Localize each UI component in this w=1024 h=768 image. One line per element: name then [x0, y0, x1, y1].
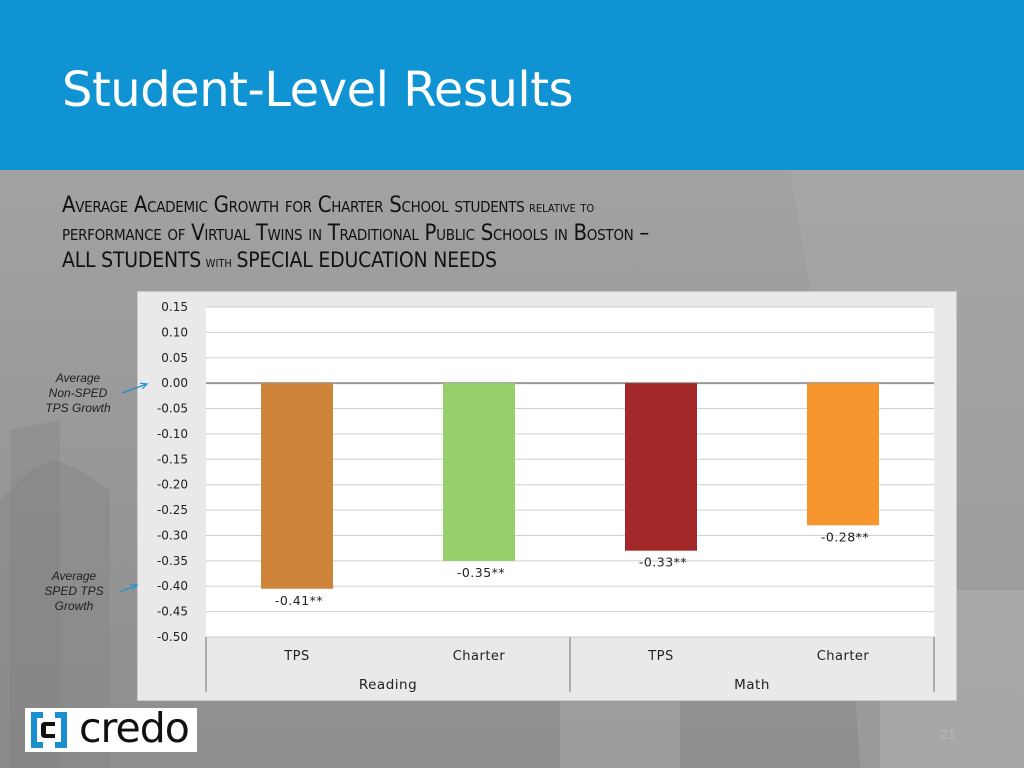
- chart-subtitle: Average Academic Growth for Charter Scho…: [62, 192, 962, 275]
- annotation-sped-arrow: [119, 584, 138, 593]
- x-category-label: Charter: [453, 649, 506, 664]
- slide-header: Student-Level Results: [0, 0, 1024, 170]
- x-category-label: TPS: [283, 649, 310, 664]
- annotation-sped-line-1: Average: [51, 569, 97, 583]
- y-tick-label: -0.45: [157, 605, 188, 619]
- credo-logo: credo: [25, 704, 197, 752]
- subtitle-line-1: Average Academic Growth for Charter Scho…: [62, 192, 962, 220]
- y-tick-label: -0.15: [157, 452, 188, 466]
- slide-title: Student-Level Results: [62, 62, 574, 118]
- subtitle-special-ed: SPECIAL EDUCATION NEEDS: [236, 248, 497, 272]
- x-group-label: Reading: [359, 677, 417, 693]
- y-tick-label: 0.05: [161, 351, 188, 365]
- page-number: 21: [940, 726, 956, 742]
- x-group-label: Math: [734, 677, 770, 693]
- annotation-non-sped-line-1: Average: [55, 371, 101, 385]
- bar-data-label: -0.28**: [821, 529, 869, 544]
- subtitle-line-2: performance of Virtual Twins in Traditio…: [62, 221, 650, 246]
- bar-data-label: -0.35**: [457, 565, 505, 580]
- y-tick-label: -0.10: [157, 427, 188, 441]
- y-tick-label: -0.40: [157, 579, 188, 593]
- annotation-non-sped-line-2: Non-SPED: [48, 386, 108, 400]
- y-tick-label: -0.20: [157, 478, 188, 492]
- annotation-sped: Average SPED TPS Growth: [34, 569, 114, 614]
- subtitle-line-1-small: relative to: [529, 197, 595, 216]
- y-tick-label: -0.30: [157, 528, 188, 542]
- annotation-sped-line-3: Growth: [54, 599, 94, 613]
- credo-logo-text: credo: [79, 704, 190, 752]
- annotation-sped-arrow-head: [129, 583, 139, 591]
- y-tick-label: 0.10: [161, 325, 188, 339]
- y-tick-label: -0.35: [157, 554, 188, 568]
- subtitle-all-students: ALL STUDENTS: [62, 248, 202, 272]
- annotation-non-sped-line-3: TPS Growth: [45, 401, 111, 415]
- bar: [261, 383, 333, 589]
- bar: [443, 383, 515, 561]
- x-category-label: Charter: [817, 649, 870, 664]
- y-tick-label: -0.05: [157, 402, 188, 416]
- bar-data-label: -0.41**: [275, 593, 323, 608]
- annotation-sped-line-2: SPED TPS: [44, 584, 104, 598]
- bar-data-label: -0.33**: [639, 555, 687, 570]
- y-tick-label: 0.00: [161, 376, 188, 390]
- annotation-non-sped-arrow: [121, 383, 148, 394]
- x-category-label: TPS: [647, 649, 674, 664]
- annotation-non-sped: Average Non-SPED TPS Growth: [38, 371, 118, 416]
- y-tick-label: -0.50: [157, 630, 188, 644]
- y-tick-label: 0.15: [161, 300, 188, 314]
- subtitle-line-1-main: Average Academic Growth for Charter Scho…: [62, 193, 525, 218]
- y-tick-label: -0.25: [157, 503, 188, 517]
- bar: [625, 383, 697, 551]
- bar: [807, 383, 879, 526]
- subtitle-with: with: [205, 252, 232, 271]
- annotation-non-sped-arrow-head: [139, 382, 149, 390]
- subtitle-line-3: ALL STUDENTS with SPECIAL EDUCATION NEED…: [62, 247, 962, 275]
- credo-c-icon: [31, 712, 67, 748]
